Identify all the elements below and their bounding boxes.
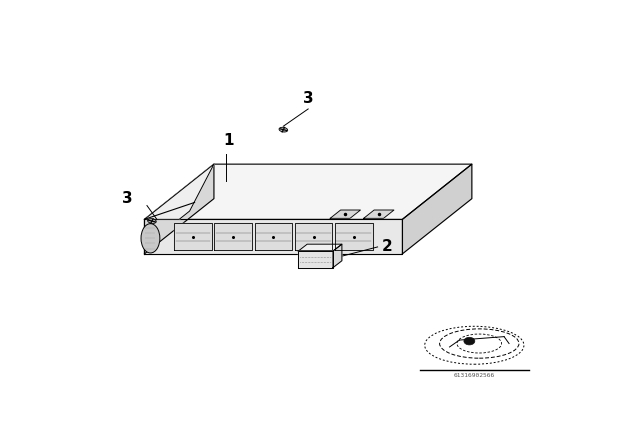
Polygon shape	[145, 164, 472, 220]
Polygon shape	[174, 223, 212, 250]
Polygon shape	[333, 244, 342, 267]
Text: 3: 3	[122, 191, 132, 206]
Polygon shape	[403, 164, 472, 254]
Polygon shape	[295, 223, 332, 250]
Ellipse shape	[279, 127, 288, 132]
Polygon shape	[298, 251, 333, 267]
Text: 61316902566: 61316902566	[454, 373, 495, 378]
Polygon shape	[364, 210, 394, 218]
Polygon shape	[214, 223, 252, 250]
Text: 2: 2	[382, 239, 393, 254]
Circle shape	[464, 337, 475, 345]
Polygon shape	[255, 223, 292, 250]
Polygon shape	[330, 210, 360, 218]
Ellipse shape	[141, 224, 160, 253]
Ellipse shape	[148, 219, 156, 224]
Polygon shape	[145, 164, 214, 220]
Text: 3: 3	[303, 91, 314, 106]
Polygon shape	[335, 223, 372, 250]
Polygon shape	[145, 164, 214, 254]
Polygon shape	[298, 244, 342, 251]
Polygon shape	[145, 220, 403, 254]
Text: 1: 1	[223, 133, 234, 147]
